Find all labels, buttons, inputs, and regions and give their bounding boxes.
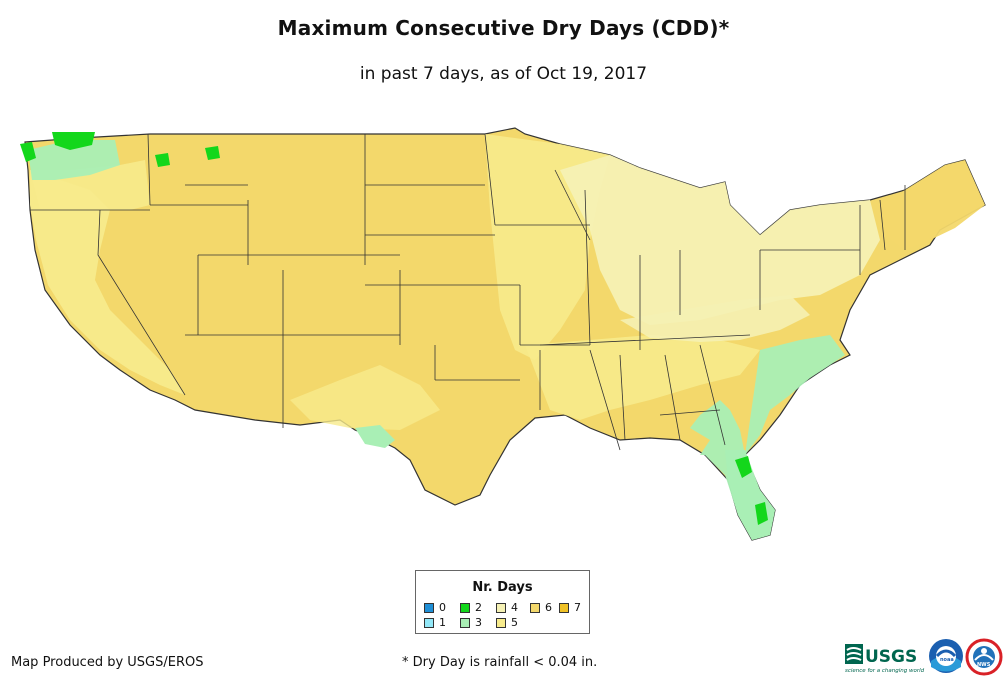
region-3-days-florida — [725, 450, 775, 540]
legend-label-5: 5 — [511, 616, 518, 629]
region-5-days-plains — [290, 365, 440, 430]
legend-label-7: 7 — [574, 601, 581, 614]
noaa-label: noaa — [940, 657, 954, 663]
subtitle: in past 7 days, as of Oct 19, 2017 — [359, 64, 648, 84]
noaa-logo: noaa — [929, 639, 963, 673]
legend-item-1: 1 — [424, 616, 446, 630]
legend-item-3: 3 — [460, 616, 482, 630]
region-2-days-nw — [52, 132, 95, 150]
legend-item-5: 5 — [496, 616, 518, 630]
map-credit: Map Produced by USGS/EROS — [11, 655, 204, 670]
legend-label-4: 4 — [511, 601, 518, 614]
title: Maximum Consecutive Dry Days (CDD)* — [277, 16, 730, 40]
region-3-days-southeast — [690, 335, 845, 540]
legend: Nr. Days 0 2 4 6 7 1 3 5 — [415, 570, 590, 634]
region-2-days-florida-south — [755, 502, 768, 525]
legend-item-4: 4 — [496, 601, 518, 615]
legend-label-3: 3 — [475, 616, 482, 629]
legend-label-1: 1 — [439, 616, 446, 629]
region-3-days-texas — [355, 425, 395, 448]
region-5-days-south — [525, 335, 760, 420]
region-6-days-newengland — [880, 160, 985, 250]
region-2-days-florida — [735, 456, 752, 478]
dry-day-note: * Dry Day is rainfall < 0.04 in. — [402, 655, 598, 670]
usgs-logo: USGS science for a changing world — [845, 644, 925, 674]
legend-swatch-6 — [530, 603, 540, 613]
usgs-tagline: science for a changing world — [845, 668, 925, 674]
us-map-svg — [20, 127, 986, 541]
legend-swatch-2 — [460, 603, 470, 613]
region-2-days-coast — [20, 142, 36, 162]
region-2-days-idaho — [155, 153, 170, 167]
legend-swatch-5 — [496, 618, 506, 628]
region-5-days-pacific — [30, 170, 185, 395]
legend-title: Nr. Days — [472, 580, 533, 595]
legend-swatch-4 — [496, 603, 506, 613]
region-3-days-washington — [28, 140, 120, 180]
usgs-logo-text: USGS — [865, 647, 917, 667]
region-4-days-appalachia — [620, 295, 810, 342]
us-cdd-map — [0, 110, 1007, 560]
legend-swatch-7 — [559, 603, 569, 613]
legend-item-0: 0 — [424, 601, 446, 615]
legend-label-0: 0 — [439, 601, 446, 614]
legend-label-2: 2 — [475, 601, 482, 614]
legend-swatch-1 — [424, 618, 434, 628]
agency-logos: USGS science for a changing world noaa N… — [843, 636, 1003, 678]
legend-swatch-0 — [424, 603, 434, 613]
legend-item-2: 2 — [460, 601, 482, 615]
legend-label-6: 6 — [545, 601, 552, 614]
region-2-days-montana — [205, 146, 220, 160]
logos-svg: USGS science for a changing world noaa N… — [845, 638, 1003, 676]
nws-logo: NWS — [965, 638, 1003, 676]
legend-swatch-3 — [460, 618, 470, 628]
legend-item-6: 6 — [530, 601, 552, 615]
nws-label: NWS — [977, 662, 991, 668]
legend-item-7: 7 — [559, 601, 581, 615]
state-boundaries — [30, 133, 906, 451]
